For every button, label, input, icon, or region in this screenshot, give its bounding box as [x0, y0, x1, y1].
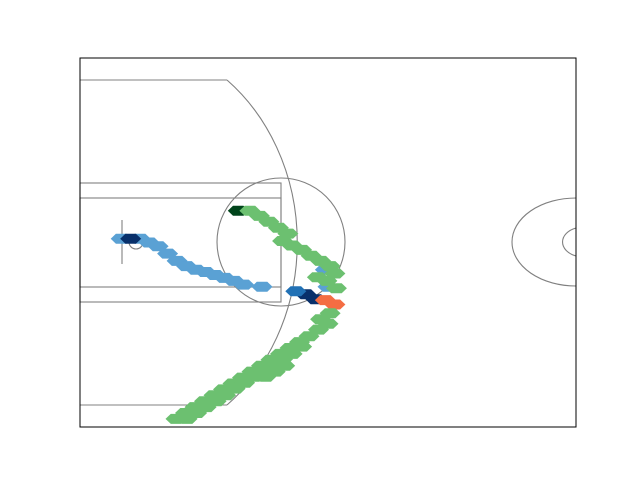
hex-cell-light_blue-13: [251, 281, 273, 292]
hex-cell-green-49: [176, 413, 198, 424]
hex-cell-green-14: [325, 283, 347, 294]
hex-cell-orange-1: [324, 299, 346, 310]
hex-cell-blue-0: [285, 286, 307, 297]
hex-cell-light_blue-12: [233, 279, 255, 290]
hex-cell-green-35: [255, 371, 277, 382]
hex-cell-navy-0: [120, 233, 142, 244]
free-throw-circle: [216, 177, 346, 307]
hexbin-cells: [110, 205, 347, 424]
center-circle-outer: [511, 197, 577, 287]
center-circle-inner: [561, 227, 577, 257]
plot-frame: [79, 57, 577, 428]
